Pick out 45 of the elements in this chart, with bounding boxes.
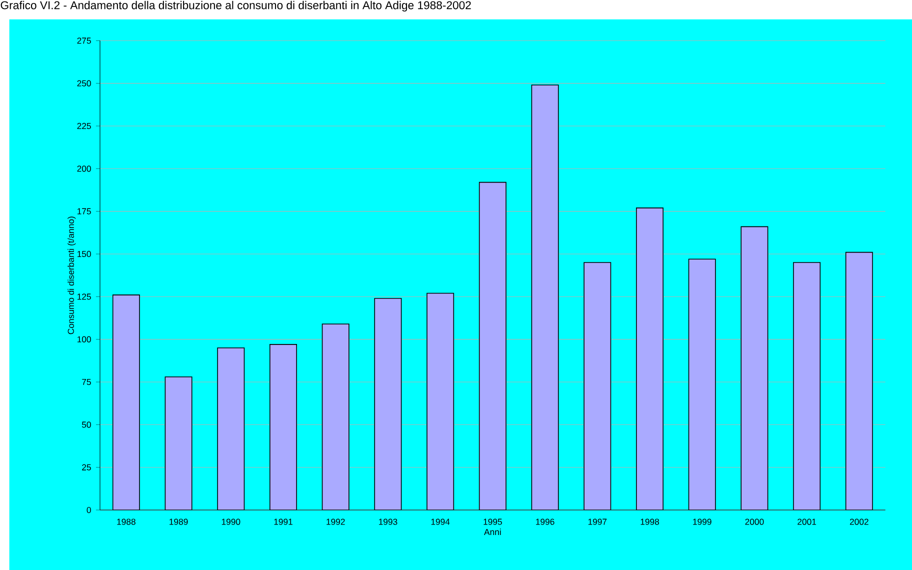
x-tick-label: 2002: [850, 518, 868, 525]
x-tick-label: 2001: [798, 518, 816, 525]
bar: [322, 324, 350, 510]
y-tick-label: 275: [77, 38, 91, 44]
y-tick-label: 200: [77, 166, 91, 172]
x-tick-label: 1998: [640, 518, 659, 525]
bar: [688, 258, 716, 510]
x-tick-label: 1995: [484, 518, 502, 525]
x-tick-label: 1994: [431, 518, 450, 525]
bar: [478, 182, 506, 510]
y-tick-label: 225: [77, 122, 91, 130]
bar: [217, 347, 245, 510]
y-tick-label: 50: [82, 422, 91, 428]
y-tick-label: 0: [86, 506, 91, 514]
y-tick-label: 100: [78, 336, 91, 342]
x-tick-label: 1988: [117, 518, 136, 525]
x-tick-label: 1992: [326, 518, 345, 525]
y-tick-label: 75: [82, 378, 91, 386]
chart-title: Grafico VI.2 - Andamento della distribuzione al consumo di diserbanti in Alto Adige 1988-2002: [0, 0, 471, 12]
bar: [845, 252, 873, 510]
x-axis-title: Anni: [484, 528, 501, 535]
y-tick-label: 250: [77, 80, 91, 86]
y-tick-label: 175: [78, 208, 91, 214]
bar: [164, 376, 192, 510]
x-tick-label: 1990: [222, 518, 240, 525]
x-tick-label: 1999: [693, 518, 712, 525]
bar: [270, 344, 297, 510]
y-tick-label: 125: [78, 294, 91, 300]
y-tick-label: 25: [82, 464, 91, 470]
bar: [793, 262, 821, 510]
x-tick-label: 2000: [745, 518, 764, 525]
x-tick-label: 1996: [536, 518, 554, 525]
y-axis-title: Consumo di diserbanti (t/anno): [68, 216, 76, 334]
y-tick-label: 150: [78, 250, 91, 258]
bar: [636, 208, 664, 510]
x-tick-label: 1997: [588, 518, 607, 525]
bar: [426, 292, 454, 510]
bar: [740, 226, 768, 510]
bar: [531, 84, 559, 510]
bar: [112, 294, 140, 510]
x-tick-label: 1993: [378, 518, 398, 525]
bar: [584, 262, 612, 510]
bar: [374, 298, 402, 510]
x-tick-label: 1989: [170, 518, 188, 525]
x-tick-label: 1991: [274, 518, 292, 525]
